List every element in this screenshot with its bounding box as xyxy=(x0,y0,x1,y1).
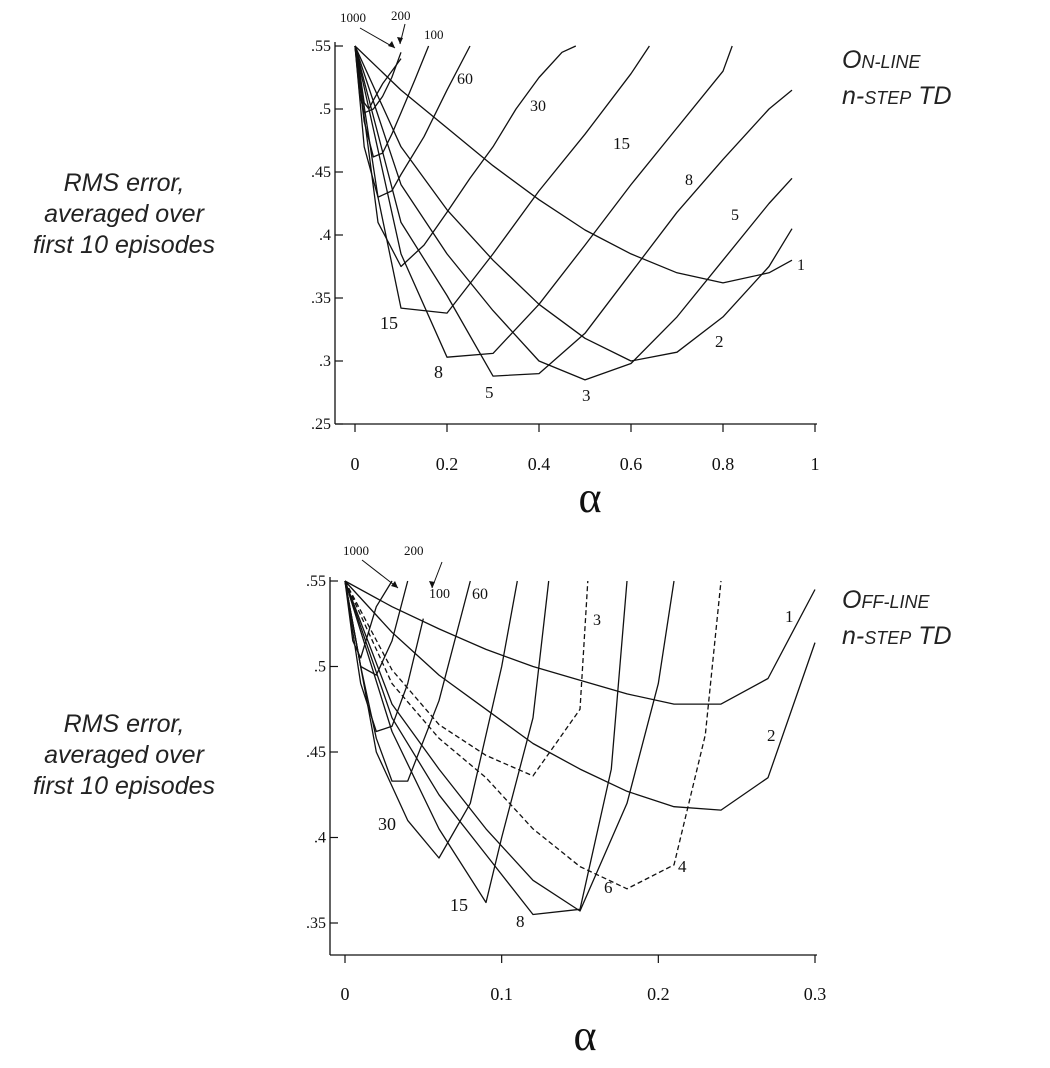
panel-1-arrow-head xyxy=(397,37,403,44)
panel-2-curve-annotation: 3 xyxy=(593,612,601,629)
panel-1-curve-annotation: 2 xyxy=(715,332,724,351)
panel-1-y-tick-label: .25 xyxy=(311,416,331,433)
bottom-panel-title: OFF-LINE n-STEP TD xyxy=(842,584,952,656)
panel-1-curve-annotation: 60 xyxy=(457,71,473,88)
panel-2-series-line-30 xyxy=(344,580,518,859)
top-y-label-line-1: RMS error, xyxy=(63,169,185,197)
panel-2-series-line-1 xyxy=(344,580,816,705)
panel-2-y-tick-label: .55 xyxy=(306,573,326,590)
panel-1-y-tick-label: .5 xyxy=(319,101,331,118)
panel-2-curve-annotation: 2 xyxy=(767,726,776,745)
panel-1-curve-annotation: 5 xyxy=(731,207,739,224)
panel-1-series-line-5 xyxy=(354,45,793,377)
panel-2-x-tick-label: 0.2 xyxy=(647,984,670,1004)
panel-1-series-line-2 xyxy=(354,45,793,362)
panel-2-curve-annotation: 15 xyxy=(450,895,468,915)
panel-1-series-line-3 xyxy=(354,45,793,381)
panel-1-curve-annotation: 1000 xyxy=(340,10,366,25)
top-title-line-2: n-STEP TD xyxy=(842,82,952,110)
top-panel-title: ON-LINE n-STEP TD xyxy=(842,44,952,116)
panel-2-arrow-head xyxy=(429,581,435,588)
panel-2-x-tick-label: 0 xyxy=(341,984,350,1004)
panel-1-curve-annotation: 3 xyxy=(582,386,591,405)
panel-1-curve-annotation: 8 xyxy=(434,362,443,382)
panel-1-curve-annotation: 100 xyxy=(424,27,444,42)
panel-2-series-line-2 xyxy=(344,580,816,811)
panel-1-series-line-60 xyxy=(354,45,471,198)
panel-2-series-line-200 xyxy=(344,580,409,676)
panel-1-y-tick-label: .45 xyxy=(311,164,331,181)
panel-1-curve-annotation: 30 xyxy=(530,98,546,115)
panel-2-curve-annotation: 6 xyxy=(604,878,613,897)
panel-1-x-axis-label: α xyxy=(578,473,601,522)
panel-2-x-axis-label: α xyxy=(573,1011,596,1060)
panel-2-curve-annotation: 4 xyxy=(678,857,687,876)
panel-2-series-line-6 xyxy=(344,580,675,912)
panel-1-series-line-1 xyxy=(354,45,793,284)
panel-1-series-line-1000 xyxy=(354,45,402,110)
panel-1-curve-annotation: 1 xyxy=(797,257,805,274)
panel-1-curve-annotation: 5 xyxy=(485,383,494,402)
panel-1-x-tick-label: 0.8 xyxy=(712,454,735,474)
panel-2-x-tick-label: 0.3 xyxy=(804,984,827,1004)
bottom-y-label-line-2: averaged over xyxy=(44,741,204,769)
panel-2-y-tick-label: .5 xyxy=(314,659,326,676)
panel-2-series-line-4 xyxy=(344,580,722,890)
top-y-label-line-3: first 10 episodes xyxy=(32,231,216,259)
panel-2-curve-annotation: 60 xyxy=(472,586,488,603)
panel-1-y-tick-label: .3 xyxy=(319,353,331,370)
bottom-y-axis-label: RMS error, averaged over first 10 episod… xyxy=(0,709,254,802)
top-y-label-line-2: averaged over xyxy=(44,200,204,228)
panel-1-x-tick-label: 0.6 xyxy=(620,454,643,474)
panel-2-series-line-100 xyxy=(344,580,424,733)
panel-2-x-tick-label: 0.1 xyxy=(490,984,513,1004)
panel-1-curve-annotation: 15 xyxy=(380,313,398,333)
panel-1-y-tick-label: .55 xyxy=(311,38,331,55)
panel-2-series-line-1000 xyxy=(344,580,393,659)
top-y-axis-label: RMS error, averaged over first 10 episod… xyxy=(0,168,254,261)
panel-2-annotation-arrow xyxy=(361,559,399,589)
panel-2-series-line-8 xyxy=(344,580,628,916)
panel-2-curve-annotation: 1 xyxy=(785,607,794,626)
panel-2-curve-annotation: 8 xyxy=(516,912,525,931)
top-title-line-1: ON-LINE xyxy=(842,46,921,74)
panel-1-curve-annotation: 200 xyxy=(391,8,411,23)
panel-1-arrow-head xyxy=(388,41,395,48)
panel-2-series-line-15 xyxy=(344,580,550,904)
panel-1-curve-annotation: 8 xyxy=(685,172,693,189)
panel-2-y-tick-label: .45 xyxy=(306,744,326,761)
bottom-title-line-2: n-STEP TD xyxy=(842,622,952,650)
panel-1-x-tick-label: 1 xyxy=(811,454,820,474)
bottom-y-label-line-3: first 10 episodes xyxy=(32,772,216,800)
panel-2-series-line-3 xyxy=(344,580,589,777)
panel-1-series-line-15 xyxy=(354,45,650,314)
panel-1-y-tick-label: .4 xyxy=(319,227,331,244)
panel-2-curve-annotation: 1000 xyxy=(343,543,369,558)
panel-1-x-tick-label: 0.4 xyxy=(528,454,551,474)
bottom-title-line-1: OFF-LINE xyxy=(842,586,930,614)
panel-1-x-tick-label: 0 xyxy=(351,454,360,474)
panel-2-curve-annotation: 200 xyxy=(404,543,424,558)
panel-1-series-line-30 xyxy=(354,45,577,268)
panel-1-series-line-8 xyxy=(354,45,733,358)
panel-1-series-line-100 xyxy=(354,45,430,158)
panel-2-y-tick-label: .35 xyxy=(306,915,326,932)
panel-1-curve-annotation: 15 xyxy=(613,134,630,153)
panel-1-y-tick-label: .35 xyxy=(311,290,331,307)
panel-2-curve-annotation: 30 xyxy=(378,814,396,834)
panel-2-arrow-head xyxy=(391,581,398,588)
panel-2-y-tick-label: .4 xyxy=(314,830,326,847)
bottom-y-label-line-1: RMS error, xyxy=(63,710,185,738)
panel-2-curve-annotation: 100 xyxy=(429,587,450,602)
panel-1-x-tick-label: 0.2 xyxy=(436,454,459,474)
panel-1-series-line-200 xyxy=(354,45,402,114)
